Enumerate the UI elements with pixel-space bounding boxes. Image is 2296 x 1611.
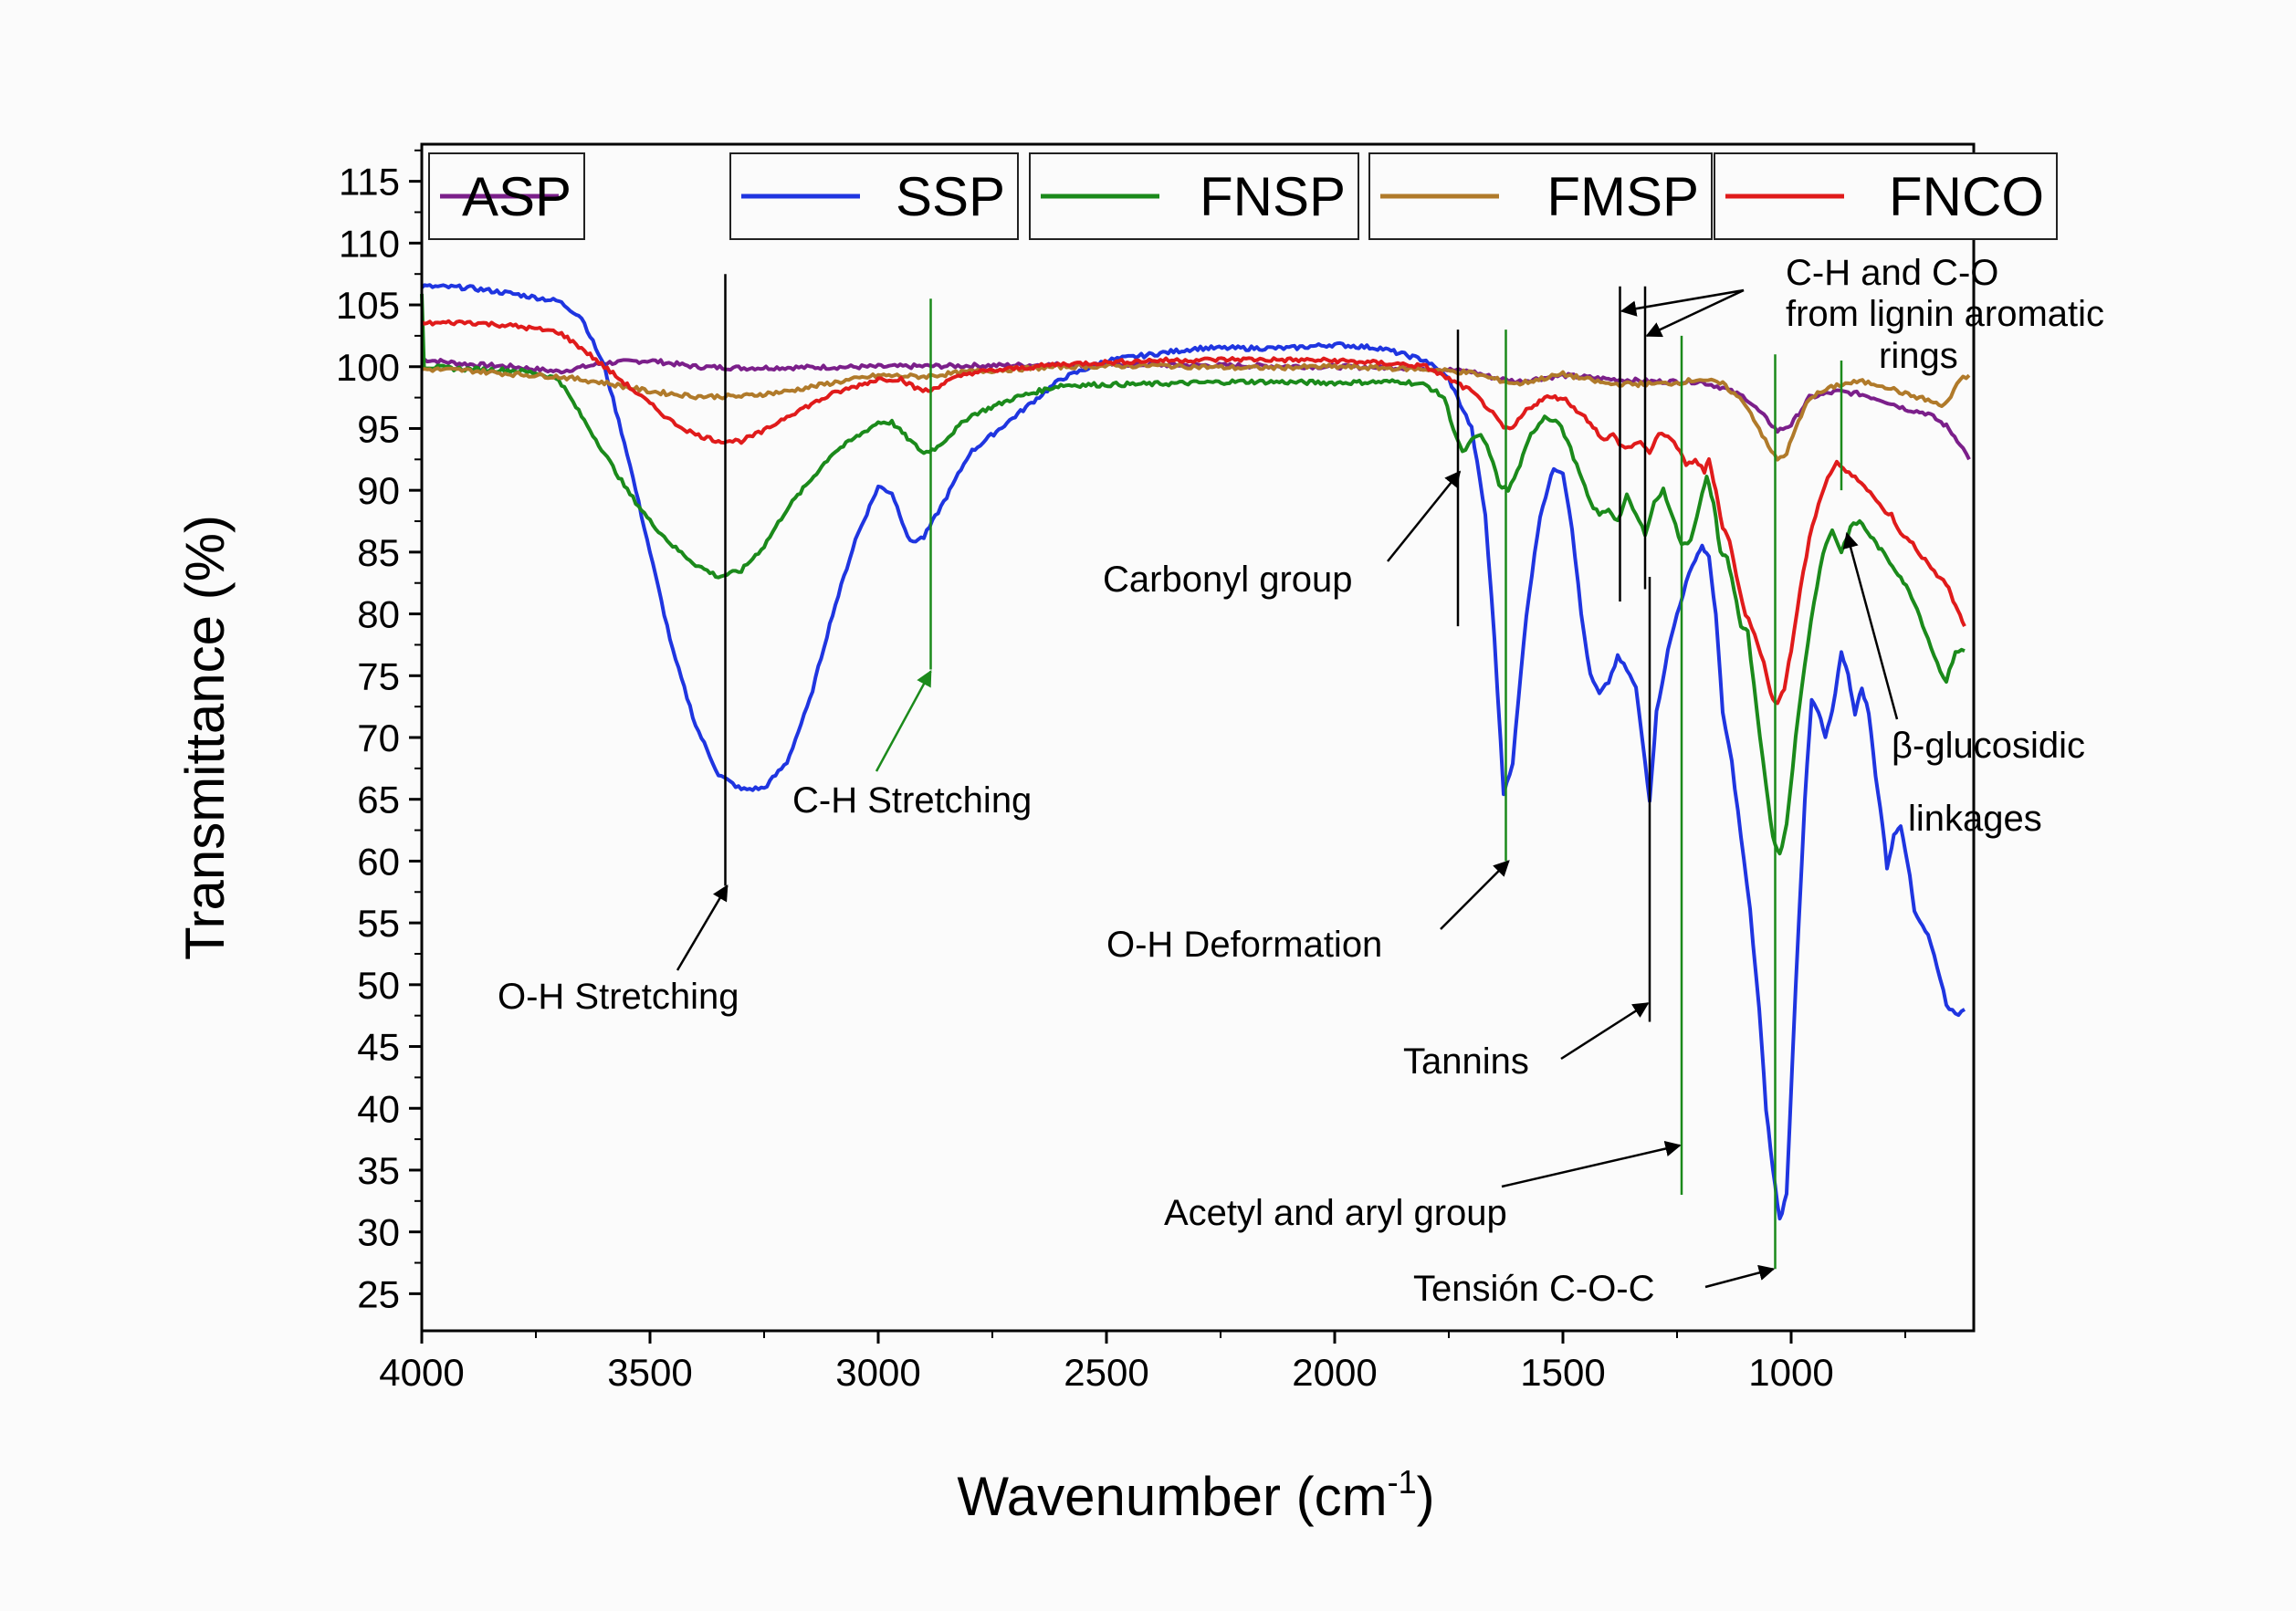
series-line-fnco [420, 319, 1966, 706]
y-tick-label: 85 [357, 531, 400, 574]
y-tick-label: 35 [357, 1149, 400, 1192]
arrow-carbonyl [1387, 470, 1462, 562]
y-tick-label: 25 [357, 1272, 400, 1315]
arrow-oh-deformation [1440, 860, 1510, 930]
y-tick-label: 55 [357, 902, 400, 945]
annotation-oh-deformation: O-H Deformation [1106, 925, 1382, 965]
arrow-tannins [1560, 1002, 1650, 1061]
annotation-beta-glucosidic: β-glucosidic [1892, 726, 2085, 766]
x-tick-label: 3000 [835, 1351, 920, 1394]
legend: ASP SSP FNSP FMSP FNCO [428, 152, 2058, 240]
plot-frame [420, 142, 1976, 1333]
x-tick-label: 1000 [1748, 1351, 1833, 1394]
y-tick-label: 50 [357, 964, 400, 1007]
x-tick-label: 4000 [379, 1351, 464, 1394]
y-tick-label: 40 [357, 1087, 400, 1130]
y-tick-label: 115 [339, 161, 400, 204]
annotation-markers [676, 274, 1899, 1289]
annotation-carbonyl-group: Carbonyl group [1103, 560, 1353, 600]
y-tick-label: 110 [339, 222, 400, 265]
annotation-lignin-line1: C-H and C-O [1786, 253, 1998, 293]
annotation-linkages: linkages [1908, 799, 2042, 839]
annotation-tannins: Tannins [1403, 1041, 1529, 1082]
arrow-acetyl [1501, 1140, 1682, 1188]
annotation-lignin-line2: from lignin aromatic [1786, 294, 2104, 334]
y-tick-label: 70 [357, 717, 400, 759]
y-tick-label: 95 [357, 407, 400, 450]
x-axis-title: Wavenumber (cm-1) [957, 1463, 1434, 1527]
arrow-lignin-b [1645, 288, 1745, 338]
arrow-ch-stretching [875, 669, 932, 772]
x-tick-label: 1500 [1520, 1351, 1605, 1394]
arrow-oh-stretching [676, 884, 729, 971]
annotation-ch-stretching: C-H Stretching [792, 780, 1032, 821]
y-tick-label: 75 [357, 654, 400, 697]
legend-label-fnco: FNCO [1889, 166, 2044, 227]
y-tick-label: 60 [357, 840, 400, 883]
y-tick-label: 65 [357, 779, 400, 821]
series-line-ssp [420, 283, 1966, 1221]
y-tick-label: 45 [357, 1026, 400, 1069]
annotation-oh-stretching: O-H Stretching [498, 977, 739, 1017]
x-tick-label: 2000 [1292, 1351, 1377, 1394]
series-line-fmsp [421, 361, 1971, 462]
arrow-tension-coc [1704, 1264, 1776, 1289]
x-tick-label: 3500 [607, 1351, 692, 1394]
y-tick-label: 80 [357, 593, 400, 636]
legend-label-asp: ASP [462, 166, 571, 227]
legend-label-ssp: SSP [896, 166, 1005, 227]
annotation-lignin-line3: rings [1879, 336, 1958, 376]
y-tick-label: 100 [336, 346, 400, 389]
annotation-tension-coc: Tensión C-O-C [1413, 1269, 1655, 1309]
legend-label-fmsp: FMSP [1546, 166, 1699, 227]
series-line-fnsp [420, 293, 1966, 856]
axis-ticks: 25 30 35 40 45 50 55 60 65 70 75 80 85 90 95 100 105 110 1… [336, 149, 1906, 1394]
series-line-asp [422, 357, 1971, 461]
y-tick-label: 30 [357, 1211, 400, 1254]
annotation-acetyl-aryl: Acetyl and aryl group [1164, 1193, 1507, 1233]
arrow-beta-glucosidic [1842, 531, 1899, 720]
series-lines [420, 283, 1971, 1221]
y-tick-label: 105 [336, 284, 400, 327]
legend-label-fnsp: FNSP [1200, 166, 1346, 227]
y-tick-label: 90 [357, 469, 400, 512]
y-axis-title: Transmittance (%) [174, 515, 236, 960]
annotation-labels: O-H Stretching C-H Stretching Carbonyl g… [498, 253, 2104, 1309]
arrow-lignin-a [1620, 288, 1745, 317]
x-tick-label: 2500 [1064, 1351, 1148, 1394]
